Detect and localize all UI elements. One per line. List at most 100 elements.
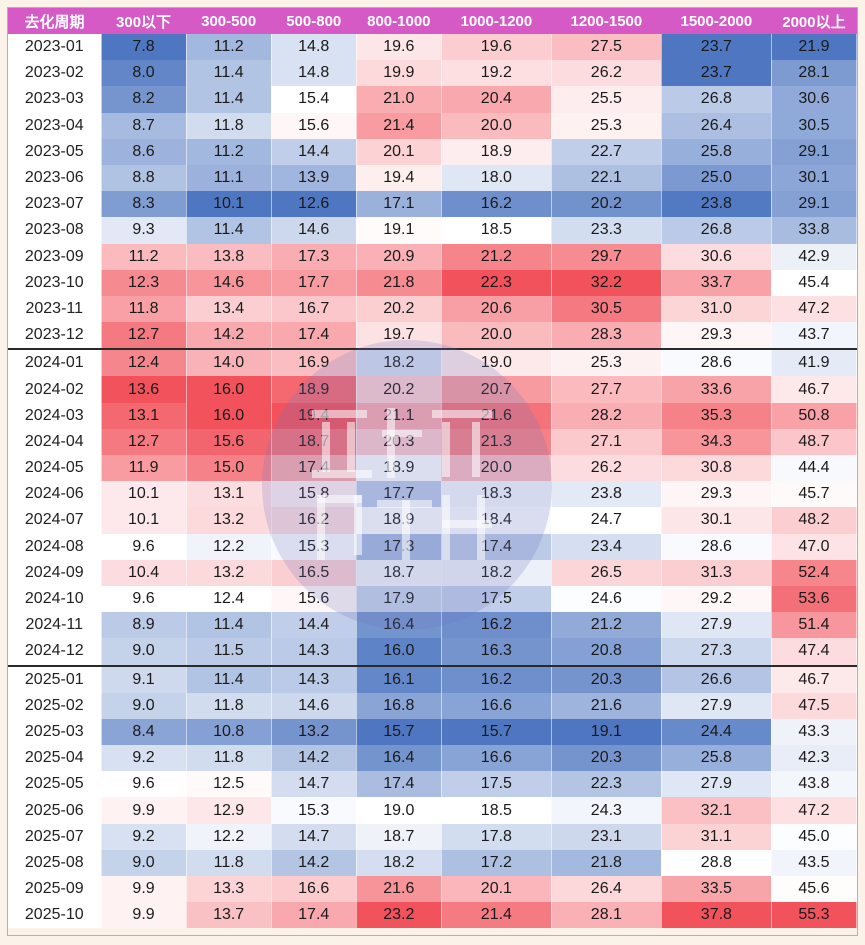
heat-cell: 29.3: [661, 481, 772, 508]
heat-cell: 23.8: [551, 481, 662, 508]
heat-cell: 17.4: [271, 322, 357, 350]
heat-cell: 30.6: [771, 86, 858, 113]
heat-cell: 16.2: [441, 191, 552, 218]
heat-cell: 7.8: [101, 34, 187, 61]
heat-cell: 55.3: [771, 902, 858, 929]
heat-cell: 11.2: [186, 34, 272, 61]
heat-cell: 13.1: [186, 481, 272, 508]
heat-cell: 28.2: [551, 402, 662, 429]
table-row: 2025-03 8.4 10.8 13.2 15.7 15.7 19.1 24.4 43.3: [8, 718, 858, 746]
heat-cell: 15.6: [186, 428, 272, 455]
heat-cell: 47.5: [771, 692, 858, 719]
heat-cell: 18.2: [441, 559, 552, 586]
heat-cell: 33.7: [661, 269, 772, 296]
heat-cell: 21.1: [356, 402, 442, 429]
heat-cell: 17.4: [271, 455, 357, 482]
row-label: 2024-11: [8, 612, 102, 639]
heat-cell: 25.8: [661, 745, 772, 772]
heat-cell: 21.6: [551, 692, 662, 719]
heat-cell: 12.9: [186, 797, 272, 824]
heat-cell: 12.6: [271, 191, 357, 218]
heat-cell: 21.8: [356, 269, 442, 296]
heat-cell: 16.0: [356, 638, 442, 666]
heat-cell: 9.2: [101, 823, 187, 850]
heat-cell: 30.5: [771, 112, 858, 139]
heat-cell: 28.8: [661, 849, 772, 876]
heat-cell: 9.6: [101, 771, 187, 798]
heat-cell: 28.6: [661, 348, 772, 377]
heat-cell: 23.4: [551, 533, 662, 560]
heat-cell: 24.3: [551, 797, 662, 824]
heat-cell: 41.9: [771, 348, 858, 377]
heat-cell: 23.1: [551, 823, 662, 850]
heat-cell: 11.1: [186, 164, 272, 192]
heat-cell: 43.3: [771, 718, 858, 746]
heat-cell: 16.4: [356, 745, 442, 772]
heat-cell: 20.0: [441, 455, 552, 482]
heat-cell: 17.7: [356, 481, 442, 508]
table-row: 2024-11 8.9 11.4 14.4 16.4 16.2 21.2 27.9 51.4: [8, 612, 858, 639]
heat-cell: 34.3: [661, 428, 772, 455]
heat-cell: 47.0: [771, 533, 858, 560]
heat-cell: 25.8: [661, 138, 772, 165]
heat-cell: 19.0: [441, 348, 552, 377]
heat-cell: 45.0: [771, 823, 858, 850]
row-label: 2023-08: [8, 217, 102, 244]
heat-cell: 28.6: [661, 533, 772, 560]
row-label: 2024-10: [8, 585, 102, 613]
heat-cell: 16.7: [271, 295, 357, 323]
table-row: 2025-06 9.9 12.9 15.3 19.0 18.5 24.3 32.1 47.2: [8, 797, 858, 824]
heat-cell: 16.6: [441, 745, 552, 772]
heatmap-body: 2023-01 7.8 11.2 14.8 19.6 19.6 27.5 23.7 21.9 20…: [8, 34, 858, 929]
table-row: 2025-09 9.9 13.3 16.6 21.6 20.1 26.4 33.5 45.6: [8, 876, 858, 903]
heat-cell: 8.8: [101, 164, 187, 192]
heat-cell: 11.4: [186, 217, 272, 244]
table-row: 2025-10 9.9 13.7 17.4 23.2 21.4 28.1 37.8 55.3: [8, 902, 858, 929]
heat-cell: 22.3: [441, 269, 552, 296]
heat-cell: 18.7: [271, 428, 357, 455]
table-row: 2023-12 12.7 14.2 17.4 19.7 20.0 28.3 29.3 43.7: [8, 322, 858, 350]
heat-cell: 18.3: [441, 481, 552, 508]
heat-cell: 46.7: [771, 376, 858, 403]
row-label: 2025-03: [8, 718, 102, 746]
table-row: 2024-05 11.9 15.0 17.4 18.9 20.0 26.2 30.8 44.4: [8, 455, 858, 482]
heat-cell: 25.5: [551, 86, 662, 113]
heat-cell: 16.5: [271, 559, 357, 586]
heat-cell: 12.2: [186, 533, 272, 560]
heat-cell: 13.1: [101, 402, 187, 429]
heat-cell: 32.2: [551, 269, 662, 296]
heat-cell: 11.8: [186, 745, 272, 772]
row-label: 2025-04: [8, 745, 102, 772]
heat-cell: 18.2: [356, 849, 442, 876]
heat-cell: 21.2: [551, 612, 662, 639]
row-label: 2025-09: [8, 876, 102, 903]
table-row: 2024-01 12.4 14.0 16.9 18.2 19.0 25.3 28.6 41.9: [8, 348, 858, 377]
table-row: 2025-01 9.1 11.4 14.3 16.1 16.2 20.3 26.6 46.7: [8, 664, 858, 693]
heat-cell: 19.2: [441, 60, 552, 87]
heat-cell: 12.4: [186, 585, 272, 613]
row-label: 2025-10: [8, 902, 102, 929]
heat-cell: 9.0: [101, 692, 187, 719]
row-label: 2023-11: [8, 295, 102, 323]
table-row: 2023-06 8.8 11.1 13.9 19.4 18.0 22.1 25.0 30.1: [8, 164, 858, 192]
heat-cell: 9.6: [101, 585, 187, 613]
heat-cell: 17.2: [441, 849, 552, 876]
row-label: 2024-03: [8, 402, 102, 429]
heat-cell: 25.3: [551, 112, 662, 139]
heat-cell: 27.1: [551, 428, 662, 455]
heat-cell: 21.0: [356, 86, 442, 113]
heat-cell: 13.3: [186, 876, 272, 903]
heat-cell: 20.9: [356, 243, 442, 270]
heat-cell: 29.7: [551, 243, 662, 270]
row-label: 2023-03: [8, 86, 102, 113]
row-label: 2025-08: [8, 849, 102, 876]
heat-cell: 33.5: [661, 876, 772, 903]
heat-cell: 51.4: [771, 612, 858, 639]
row-label: 2023-10: [8, 269, 102, 296]
header-row: 去化周期 300以下 300-500 500-800 800-1000 1000…: [8, 8, 857, 34]
row-label: 2024-05: [8, 455, 102, 482]
heat-cell: 10.8: [186, 718, 272, 746]
heat-cell: 43.7: [771, 322, 858, 350]
heat-cell: 30.5: [551, 295, 662, 323]
heat-cell: 44.4: [771, 455, 858, 482]
